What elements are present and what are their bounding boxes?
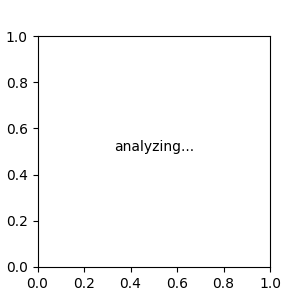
Text: analyzing...: analyzing... (114, 140, 194, 154)
